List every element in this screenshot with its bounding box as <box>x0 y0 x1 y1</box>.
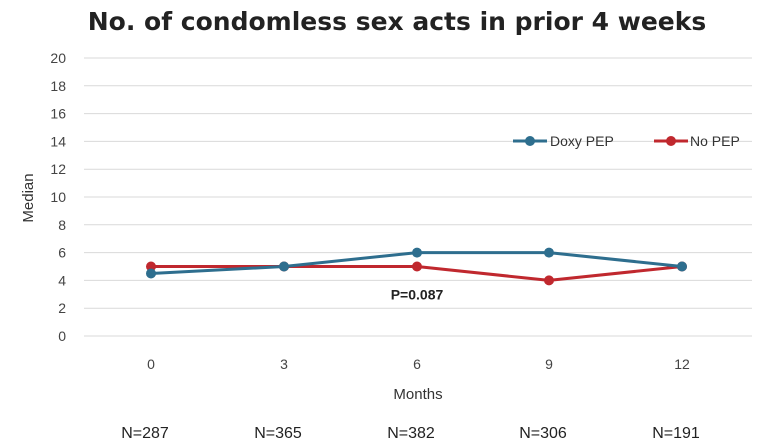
data-point <box>677 261 687 272</box>
y-tick-label: 12 <box>50 161 66 177</box>
x-tick-label: 0 <box>147 356 155 372</box>
x-tick-label: 9 <box>545 356 553 372</box>
n-label: N=365 <box>254 425 302 442</box>
data-point <box>146 268 156 279</box>
y-tick-label: 18 <box>50 78 66 94</box>
p-value-annotation: P=0.087 <box>391 286 444 302</box>
y-tick-label: 2 <box>58 300 66 316</box>
data-point <box>279 261 289 272</box>
n-label: N=382 <box>387 425 435 442</box>
n-label: N=306 <box>519 425 567 442</box>
x-axis-label: Months <box>393 386 442 403</box>
legend-marker <box>666 136 676 146</box>
y-tick-label: 8 <box>58 217 66 233</box>
y-tick-label: 4 <box>58 272 66 288</box>
legend-item: No PEP <box>654 133 740 149</box>
y-tick-label: 6 <box>58 245 66 261</box>
y-axis-label: Median <box>20 173 37 222</box>
y-axis-ticks: 0 2 4 6 8 10 12 14 16 18 20 <box>50 50 66 344</box>
data-point <box>412 247 422 258</box>
grid-lines <box>84 57 752 337</box>
series-doxy-pep <box>146 247 687 279</box>
y-tick-label: 16 <box>50 106 66 122</box>
y-tick-label: 10 <box>50 189 66 205</box>
x-axis-ticks: 0 3 6 9 12 <box>147 356 690 372</box>
n-label: N=287 <box>121 425 169 442</box>
data-point <box>544 275 554 286</box>
x-tick-label: 12 <box>674 356 690 372</box>
y-tick-label: 20 <box>50 50 66 66</box>
data-point <box>146 261 156 272</box>
legend-label: No PEP <box>690 133 740 149</box>
y-tick-label: 14 <box>50 133 66 149</box>
data-point <box>412 261 422 272</box>
chart-title: No. of condomless sex acts in prior 4 we… <box>88 7 707 36</box>
legend-item: Doxy PEP <box>513 133 614 149</box>
y-tick-label: 0 <box>58 328 66 344</box>
x-tick-label: 6 <box>413 356 421 372</box>
legend: Doxy PEP No PEP <box>513 133 740 149</box>
legend-label: Doxy PEP <box>550 133 614 149</box>
n-label: N=191 <box>652 425 700 442</box>
sample-size-labels: N=287 N=365 N=382 N=306 N=191 <box>121 425 700 442</box>
x-tick-label: 3 <box>280 356 288 372</box>
series-no-pep <box>146 261 687 286</box>
legend-marker <box>525 136 535 146</box>
data-point <box>544 247 554 258</box>
series-group <box>146 247 687 286</box>
